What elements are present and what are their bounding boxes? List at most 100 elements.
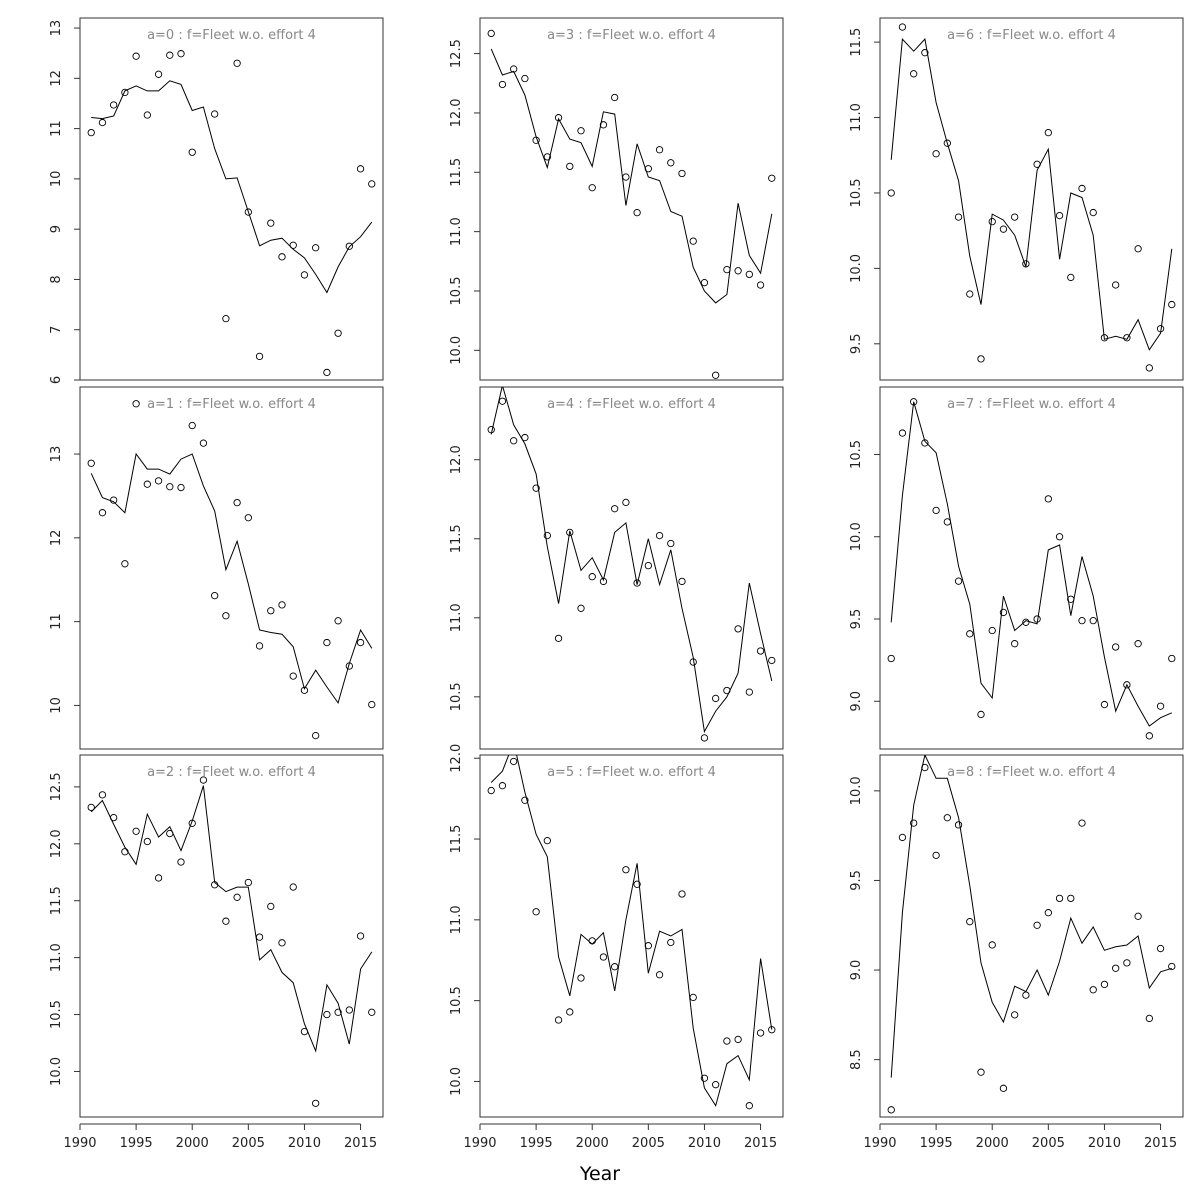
observed-point: [712, 1081, 720, 1089]
observed-point: [233, 893, 241, 901]
observed-point: [166, 483, 174, 491]
observed-point: [110, 496, 118, 504]
observed-point: [1145, 732, 1153, 740]
observed-point: [255, 933, 264, 941]
observed-point: [177, 50, 185, 58]
observed-point: [498, 782, 507, 790]
x-tick-label: 1995: [120, 1136, 153, 1151]
observed-point: [554, 634, 563, 642]
fitted-line: [890, 401, 1173, 727]
observed-point: [1134, 245, 1142, 253]
observed-point: [689, 237, 697, 245]
y-tick-label: 13: [49, 20, 64, 37]
observed-point: [278, 601, 286, 609]
observed-point: [943, 814, 951, 822]
observed-point: [1022, 260, 1030, 268]
observed-point: [910, 70, 918, 78]
observed-point: [678, 577, 686, 586]
observed-point: [222, 917, 230, 925]
plot-data: [887, 755, 1176, 1114]
panel-0: 6 7 8 9 10 11 12 13 a=0 : f=Fleet w.o. effort 4: [49, 17, 384, 384]
observed-point: [487, 786, 495, 795]
observed-point: [644, 942, 652, 950]
observed-point: [1112, 281, 1120, 289]
y-tick-label: 8.5: [849, 1049, 864, 1070]
observed-point: [566, 1008, 574, 1016]
x-tick-label: 1995: [520, 1136, 553, 1151]
observed-point: [898, 429, 907, 437]
observed-point: [510, 757, 518, 766]
observed-point: [487, 29, 495, 38]
panel-title: a=3 : f=Fleet w.o. effort 4: [547, 28, 716, 43]
y-tick-label: 12.0: [449, 445, 464, 474]
observed-point: [1123, 959, 1131, 967]
observed-point: [633, 880, 641, 888]
observed-point: [177, 483, 185, 492]
observed-point: [644, 165, 652, 173]
plot-data: [887, 23, 1176, 372]
plot-frame: [79, 754, 384, 1118]
observed-point: [356, 638, 365, 647]
observed-point: [1089, 617, 1097, 625]
observed-point: [712, 371, 720, 379]
observed-point: [345, 1006, 353, 1014]
x-tick-label: 1995: [920, 1136, 953, 1151]
observed-point: [611, 505, 619, 513]
y-tick-label: 11.0: [449, 603, 464, 632]
observed-point: [887, 654, 895, 663]
x-tick-label: 2010: [1088, 1136, 1121, 1151]
panel-4: 10.5 11.0 11.5 12.0 a=4 : f=Fleet w.o. effor…: [449, 386, 784, 750]
observed-point: [356, 165, 365, 173]
observed-point: [98, 509, 107, 517]
observed-point: [887, 1106, 895, 1114]
observed-point: [999, 608, 1008, 617]
observed-point: [644, 561, 652, 570]
observed-point: [487, 426, 495, 434]
observed-point: [1078, 819, 1086, 827]
observed-point: [745, 1102, 753, 1110]
y-tick-label: 10.0: [849, 522, 864, 551]
observed-point: [633, 208, 641, 217]
observed-point: [566, 528, 574, 537]
x-tick-label: 2015: [744, 1136, 777, 1151]
observed-point: [667, 938, 675, 947]
observed-point: [1089, 208, 1097, 217]
x-tick-label: 2015: [344, 1136, 377, 1151]
y-tick-label: 7: [49, 326, 64, 334]
y-tick-label: 11.5: [849, 28, 864, 57]
observed-point: [199, 776, 208, 784]
observed-point: [334, 329, 342, 337]
observed-point: [1168, 300, 1176, 309]
fitted-line: [90, 785, 373, 1053]
observed-point: [999, 1084, 1008, 1092]
observed-point: [723, 686, 731, 695]
observed-point: [566, 162, 574, 171]
y-tick-label: 12.0: [449, 744, 464, 773]
observed-point: [745, 270, 753, 279]
observed-point: [1067, 273, 1075, 282]
observed-point: [255, 352, 264, 361]
observed-point: [87, 803, 95, 812]
plot-frame: [79, 386, 384, 750]
observed-point: [323, 368, 331, 377]
observed-point: [1078, 617, 1086, 625]
observed-point: [1156, 702, 1165, 710]
y-tick-label: 8: [49, 275, 64, 283]
fitted-line: [490, 387, 773, 734]
observed-point: [278, 939, 286, 947]
observed-point: [1156, 325, 1165, 333]
x-tick-label: 2000: [976, 1136, 1009, 1151]
plot-frame: [879, 386, 1184, 750]
observed-point: [166, 829, 174, 838]
y-tick-label: 10.5: [449, 277, 464, 306]
observed-point: [734, 267, 742, 275]
observed-point: [921, 763, 929, 772]
observed-point: [267, 607, 275, 615]
observed-point: [498, 397, 507, 405]
observed-point: [188, 148, 196, 156]
y-tick-label: 10.0: [449, 336, 464, 365]
observed-point: [667, 539, 675, 548]
y-tick-label: 13: [49, 446, 64, 463]
observed-point: [1100, 700, 1109, 709]
observed-point: [756, 281, 765, 289]
